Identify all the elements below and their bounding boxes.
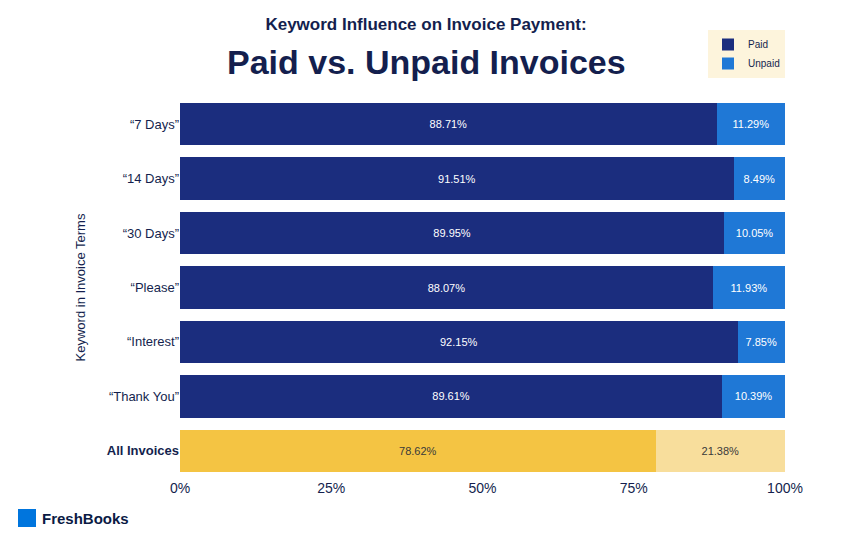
- svg-text:78.62%: 78.62%: [399, 445, 437, 457]
- svg-text:“Please”: “Please”: [131, 280, 179, 295]
- svg-text:FreshBooks: FreshBooks: [42, 510, 129, 527]
- svg-text:89.95%: 89.95%: [433, 227, 471, 239]
- svg-text:88.71%: 88.71%: [430, 118, 468, 130]
- svg-text:50%: 50%: [468, 480, 496, 496]
- svg-text:91.51%: 91.51%: [438, 173, 476, 185]
- svg-text:Paid: Paid: [748, 39, 768, 50]
- svg-text:Paid vs. Unpaid Invoices: Paid vs. Unpaid Invoices: [227, 43, 626, 81]
- svg-text:“30 Days”: “30 Days”: [123, 226, 179, 241]
- svg-text:21.38%: 21.38%: [702, 445, 740, 457]
- svg-text:“7 Days”: “7 Days”: [130, 117, 179, 132]
- svg-text:11.93%: 11.93%: [731, 282, 768, 294]
- svg-text:All Invoices: All Invoices: [107, 443, 179, 458]
- svg-text:88.07%: 88.07%: [428, 282, 466, 294]
- svg-text:10.05%: 10.05%: [736, 227, 774, 239]
- svg-text:Unpaid: Unpaid: [748, 58, 780, 69]
- svg-text:Keyword Influence on Invoice P: Keyword Influence on Invoice Payment:: [265, 15, 586, 34]
- svg-text:“Thank You”: “Thank You”: [109, 389, 179, 404]
- svg-text:10.39%: 10.39%: [735, 390, 773, 402]
- svg-text:89.61%: 89.61%: [432, 390, 470, 402]
- svg-text:0%: 0%: [170, 480, 190, 496]
- svg-text:92.15%: 92.15%: [440, 336, 478, 348]
- svg-text:100%: 100%: [767, 480, 803, 496]
- svg-text:“Interest”: “Interest”: [127, 334, 179, 349]
- svg-text:11.29%: 11.29%: [732, 118, 769, 130]
- svg-text:Keyword in Invoice Terms: Keyword in Invoice Terms: [73, 213, 88, 361]
- svg-text:25%: 25%: [317, 480, 345, 496]
- svg-text:7.85%: 7.85%: [746, 336, 777, 348]
- svg-text:75%: 75%: [620, 480, 648, 496]
- svg-text:“14 Days”: “14 Days”: [123, 171, 179, 186]
- svg-text:8.49%: 8.49%: [744, 173, 775, 185]
